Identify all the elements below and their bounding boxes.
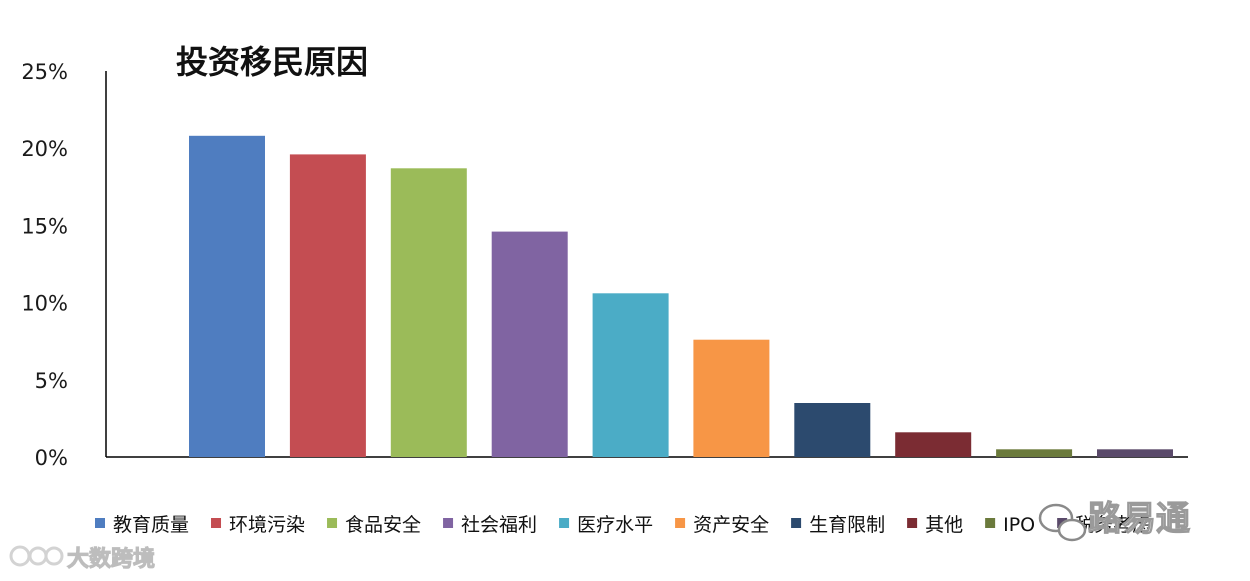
legend-label: 环境污染 — [229, 514, 305, 536]
legend-label: IPO — [1003, 514, 1035, 536]
legend-item: 资产安全 — [675, 514, 769, 536]
legend-label: 资产安全 — [693, 514, 769, 536]
chat-bubble-icon — [1038, 503, 1087, 542]
legend-label: 食品安全 — [345, 514, 421, 536]
y-tick-label: 20% — [21, 137, 68, 161]
bar-5 — [592, 293, 669, 457]
bar-8 — [895, 432, 972, 457]
bar-9 — [996, 449, 1073, 457]
legend-swatch — [907, 518, 918, 528]
legend-item: 社会福利 — [443, 514, 537, 536]
watermark-logo-icon — [9, 545, 64, 567]
legend-label: 税务考虑 — [1075, 514, 1151, 536]
legend-item: 其他 — [907, 514, 963, 536]
legend: 教育质量 环境污染 食品安全 社会福利 医疗水平 资产安全 生育限制 其他 IPO 税务考虑 — [95, 514, 1151, 536]
y-tick-label: 10% — [21, 292, 68, 316]
legend-swatch — [443, 518, 454, 528]
legend-label: 其他 — [925, 514, 963, 536]
watermark-left-text: 大数跨境 — [67, 546, 155, 572]
bar-6 — [693, 339, 770, 457]
legend-item: 生育限制 — [791, 514, 885, 536]
chart-title: 投资移民原因 — [176, 43, 368, 81]
watermark-left: 大数跨境 — [9, 545, 156, 573]
legend-item: 食品安全 — [327, 514, 421, 536]
legend-swatch — [95, 518, 105, 528]
bar-10 — [1097, 449, 1173, 457]
watermark-right-text: 路易通 — [1088, 499, 1190, 539]
legend-item: 教育质量 — [95, 514, 189, 536]
legend-swatch — [985, 518, 996, 528]
bar-1 — [189, 135, 265, 458]
bar-7 — [794, 403, 871, 457]
legend-item: IPO — [985, 514, 1035, 536]
legend-item: 环境污染 — [211, 514, 305, 536]
bar-4 — [491, 231, 568, 457]
bars — [189, 135, 1173, 458]
legend-swatch — [675, 518, 686, 528]
y-tick-label: 5% — [35, 369, 68, 393]
legend-item: 医疗水平 — [559, 514, 653, 536]
y-tick-label: 0% — [35, 446, 68, 470]
bar-3 — [390, 168, 467, 458]
legend-label: 医疗水平 — [577, 514, 653, 536]
legend-swatch — [559, 518, 570, 528]
legend-swatch — [327, 518, 338, 528]
y-tick-label: 15% — [21, 214, 68, 238]
bar-2 — [289, 154, 366, 457]
legend-swatch — [791, 518, 802, 528]
legend-label: 社会福利 — [461, 514, 537, 536]
y-axis: 0% 5% 10% 15% 20% 25% — [21, 60, 1188, 470]
watermark-right: 路易通 — [1038, 498, 1191, 542]
legend-swatch — [211, 518, 222, 528]
y-tick-label: 25% — [21, 60, 68, 84]
legend-label: 教育质量 — [113, 514, 189, 536]
legend-label: 生育限制 — [809, 514, 885, 536]
